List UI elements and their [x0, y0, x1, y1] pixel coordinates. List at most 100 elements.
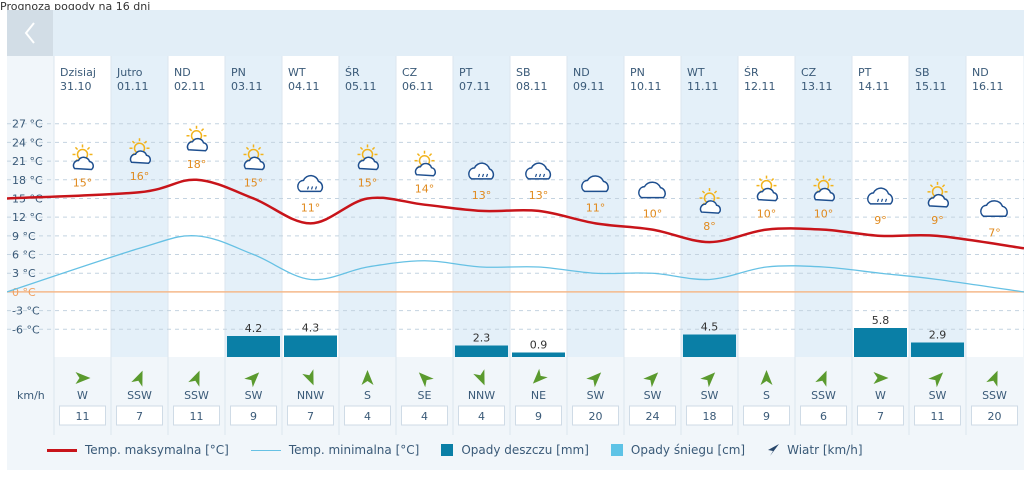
wind-speed-value: 20: [589, 410, 603, 423]
day-date: 10.11: [630, 80, 662, 93]
wind-speed-box: [401, 405, 448, 426]
day-name: ND: [174, 66, 191, 79]
day-name: PT: [858, 66, 872, 79]
cloud-shape: [186, 137, 208, 152]
wind-arrow-shape: [131, 370, 143, 387]
wind-arrow-icon: [643, 372, 659, 388]
day-column: [453, 56, 510, 357]
day-name: PT: [459, 66, 473, 79]
wind-direction-label: W: [77, 389, 88, 402]
wind-arrow-shape: [928, 372, 944, 388]
wind-arrow-shape: [418, 372, 434, 388]
rain-drop: [884, 198, 888, 203]
wind-arrow-icon: [873, 372, 889, 384]
tmax-value-label: 13°: [529, 189, 549, 202]
rain-drop: [876, 198, 880, 203]
rain-bar: [512, 352, 565, 357]
legend-rain: Opady deszczu [mm]: [441, 443, 589, 457]
day-date: 02.11: [174, 80, 206, 93]
day-column: [624, 56, 681, 357]
sun-cloud-icon: [243, 144, 265, 171]
tmax-value-label: 9°: [874, 214, 887, 227]
wind-arrow-icon: [815, 370, 827, 387]
wind-arrow-icon: [418, 372, 434, 388]
rain-bar: [683, 334, 736, 357]
rain-value-label: 4.5: [701, 321, 719, 334]
rain-value-label: 5.8: [872, 314, 890, 327]
tmax-value-label: 13°: [472, 189, 492, 202]
day-date: 01.11: [117, 80, 149, 93]
wind-arrow-icon: [760, 370, 773, 385]
day-column: [54, 56, 111, 357]
sun-ray: [815, 178, 820, 182]
cloud-shape: [980, 200, 1008, 218]
tmax-value-label: 15°: [358, 176, 378, 189]
day-date: 15.11: [915, 80, 947, 93]
day-name: Jutro: [116, 66, 143, 79]
wind-speed-value: 7: [307, 410, 314, 423]
wind-direction-label: NNW: [468, 389, 495, 402]
legend-wind-label: Wiatr [km/h]: [787, 443, 863, 457]
rain-drop: [538, 173, 542, 178]
tmax-value-label: 14°: [415, 183, 435, 196]
day-date: 04.11: [288, 80, 320, 93]
wind-speed-value: 4: [364, 410, 371, 423]
day-date: 16.11: [972, 80, 1004, 93]
wind-arrow-shape: [302, 369, 314, 386]
wind-direction-label: NE: [531, 389, 546, 402]
tmax-value-label: 10°: [814, 208, 834, 221]
rain-drop: [880, 198, 884, 203]
wind-speed-box: [59, 405, 106, 426]
day-name: Dzisiaj: [60, 66, 96, 79]
rain-bar: [455, 345, 508, 357]
wind-arrow-icon: [532, 368, 548, 384]
wind-speed-box: [914, 405, 961, 426]
wind-arrow-shape: [873, 372, 889, 384]
y-tick-label: -3 °C: [12, 305, 40, 318]
legend-tmin: Temp. minimalna [°C]: [250, 443, 420, 457]
wind-direction-label: S: [763, 389, 770, 402]
forecast-chart: 27 °C 24 °C 21 °C 18 °C 15 °C 12 °C 9 °C 6 °C 3 …: [7, 56, 1024, 435]
cloud-shape: [129, 150, 151, 164]
wind-speed-box: [572, 405, 619, 426]
legend-tmin-label: Temp. minimalna [°C]: [288, 443, 420, 457]
wind-direction-label: SW: [929, 389, 947, 402]
day-name: WT: [687, 66, 705, 79]
legend-snow-swatch: [610, 444, 623, 456]
sun-ray: [86, 146, 91, 151]
tmax-value-label: 18°: [187, 158, 207, 171]
back-arrow-button[interactable]: [7, 10, 53, 56]
wind-arrow-shape: [586, 372, 602, 388]
wind-speed-box: [173, 405, 220, 426]
tmax-value-label: 9°: [931, 214, 944, 227]
sun-cloud-icon: [927, 181, 949, 208]
sun-ray: [359, 146, 364, 151]
rain-cloud-icon: [468, 162, 495, 180]
day-column: [282, 56, 339, 357]
day-column: [510, 56, 567, 357]
wind-speed-value: 24: [646, 410, 660, 423]
chevron-left-icon: [24, 22, 35, 44]
tmax-value-label: 11°: [301, 201, 321, 214]
sun-cloud-icon: [756, 175, 778, 202]
wind-arrow-shape: [188, 370, 200, 387]
wind-direction-label: SSW: [811, 389, 836, 402]
rain-cloud-icon: [867, 187, 894, 205]
wind-speed-value: 9: [535, 410, 542, 423]
sun-ray: [701, 190, 706, 194]
wind-speed-box: [686, 405, 733, 426]
wind-speed-value: 11: [931, 410, 945, 423]
chart-legend: Temp. maksymalna [°C] Temp. minimalna [°…: [47, 443, 885, 457]
wind-speed-value: 6: [820, 410, 827, 423]
y-tick-label: 9 °C: [12, 230, 36, 243]
wind-direction-label: SSW: [184, 389, 209, 402]
day-name: SB: [915, 66, 930, 79]
sun-ray: [713, 190, 718, 194]
sun-cloud-icon: [699, 188, 721, 214]
sun-ray: [929, 184, 934, 188]
sun-cloud-icon: [72, 144, 94, 171]
y-tick-label: 6 °C: [12, 249, 36, 262]
wind-speed-value: 4: [478, 410, 485, 423]
wind-direction-label: SE: [418, 389, 432, 402]
rain-drop: [542, 173, 546, 178]
